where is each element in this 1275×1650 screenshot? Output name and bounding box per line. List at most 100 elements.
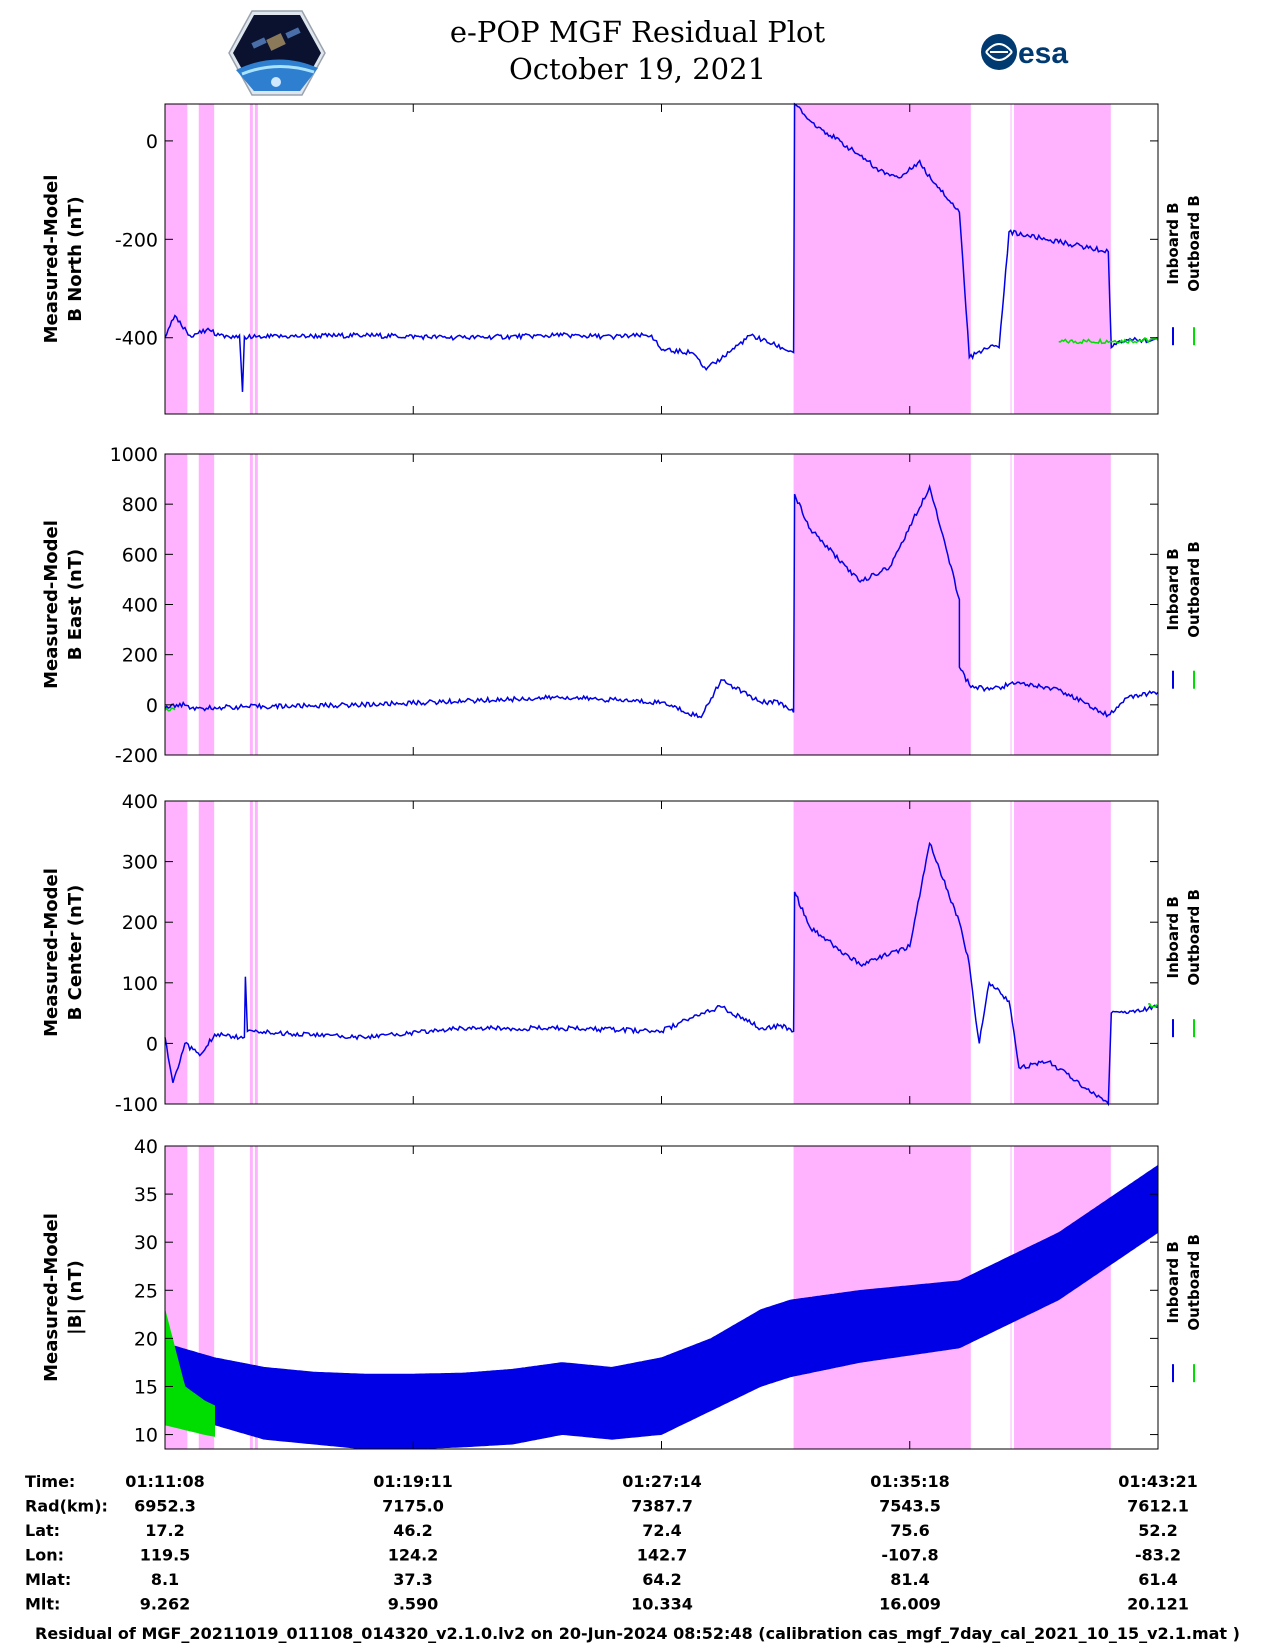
highlight-band-2-4	[254, 454, 258, 755]
ephemeris-value-2-2: 7175.0	[382, 1497, 444, 1516]
ephemeris-label-4: Lon:	[25, 1546, 64, 1565]
axes-frame-1	[164, 103, 1159, 415]
ephemeris-value-2-1: 6952.3	[134, 1497, 196, 1516]
footer-caption: Residual of MGF_20211019_011108_014320_v…	[35, 1624, 1240, 1643]
title-line-1: e-POP MGF Residual Plot	[449, 15, 826, 49]
ylabel-3-line-1: Measured-Model	[41, 868, 62, 1037]
highlight-band-2-3	[249, 454, 253, 755]
ephemeris-label-5: Mlat:	[25, 1570, 71, 1589]
ylabel-3-line-2: B Center (nT)	[65, 885, 86, 1021]
legend-inboard-label-4: Inboard B	[1164, 1241, 1182, 1323]
ephemeris-value-1-1: 01:11:08	[125, 1472, 205, 1491]
ephemeris-value-3-3: 72.4	[642, 1521, 681, 1540]
ytick-label-4-7: 10	[134, 1425, 158, 1447]
highlight-band-1-7	[1014, 104, 1111, 414]
ephemeris-label-6: Mlt:	[25, 1595, 60, 1614]
highlight-band-4-3	[249, 1146, 253, 1449]
series-inboard-panel-3	[164, 841, 1159, 1107]
highlight-band-2-5	[793, 454, 971, 755]
ytick-label-1-2: -200	[115, 229, 158, 251]
legend-outboard-label-2: Outboard B	[1185, 541, 1203, 638]
ephemeris-value-3-4: 75.6	[890, 1521, 929, 1540]
ytick-label-4-3: 30	[134, 1232, 158, 1254]
ytick-label-1-1: 0	[146, 131, 158, 153]
ytick-label-2-1: 1000	[110, 444, 158, 466]
highlight-band-2-2	[198, 454, 215, 755]
series-inboard-panel-1	[164, 102, 1159, 392]
ytick-label-4-6: 15	[134, 1376, 158, 1398]
highlight-band-1-3	[249, 104, 253, 414]
ephemeris-value-2-4: 7543.5	[879, 1497, 941, 1516]
esa-logo-text: esa	[1018, 37, 1068, 70]
ephemeris-value-3-1: 17.2	[145, 1521, 184, 1540]
ephemeris-label-2: Rad(km):	[25, 1497, 108, 1516]
ylabel-4-line-1: Measured-Model	[41, 1213, 62, 1382]
ephemeris-value-6-3: 10.334	[631, 1595, 693, 1614]
ytick-label-2-2: 800	[122, 494, 158, 516]
series-outboard-panel-3	[1148, 1002, 1159, 1008]
ytick-label-3-4: 100	[122, 973, 158, 995]
ephemeris-value-4-5: -83.2	[1135, 1546, 1181, 1565]
ephemeris-value-6-5: 20.121	[1127, 1595, 1189, 1614]
ephemeris-label-1: Time:	[25, 1472, 75, 1491]
ytick-label-3-3: 200	[122, 912, 158, 934]
ephemeris-value-5-1: 8.1	[151, 1570, 179, 1589]
highlight-band-2-6	[1010, 454, 1012, 755]
highlight-band-1-1	[165, 104, 188, 414]
ytick-label-2-4: 400	[122, 595, 158, 617]
ylabel-1-line-2: B North (nT)	[65, 196, 86, 322]
ytick-label-4-2: 35	[134, 1184, 158, 1206]
highlight-band-1-5	[793, 104, 971, 414]
axes-frame-2	[164, 453, 1159, 756]
legend-inboard-label-2: Inboard B	[1164, 548, 1182, 630]
ephemeris-value-5-4: 81.4	[890, 1570, 929, 1589]
ephemeris-value-3-2: 46.2	[393, 1521, 432, 1540]
highlight-band-3-4	[254, 801, 258, 1104]
ytick-label-4-5: 20	[134, 1328, 158, 1350]
series-outboard-panel-2	[164, 707, 176, 712]
ytick-label-2-5: 200	[122, 645, 158, 667]
ytick-label-3-6: -100	[115, 1094, 158, 1116]
legend-outboard-label-3: Outboard B	[1185, 889, 1203, 986]
highlight-band-3-6	[1010, 801, 1012, 1104]
ephemeris-value-5-2: 37.3	[393, 1570, 432, 1589]
ytick-label-3-5: 0	[146, 1033, 158, 1055]
esa-logo-icon: esa	[981, 34, 1068, 70]
ephemeris-value-4-2: 124.2	[388, 1546, 439, 1565]
ytick-label-4-4: 25	[134, 1280, 158, 1302]
legend-outboard-label-4: Outboard B	[1185, 1234, 1203, 1331]
ytick-label-3-1: 400	[122, 791, 158, 813]
ephemeris-value-3-5: 52.2	[1138, 1521, 1177, 1540]
ephemeris-value-4-3: 142.7	[637, 1546, 688, 1565]
ytick-label-2-3: 600	[122, 544, 158, 566]
axes-frame-3	[164, 800, 1159, 1105]
series-outboard-panel-1	[1058, 337, 1159, 345]
ylabel-2-line-1: Measured-Model	[41, 520, 62, 689]
series-outboard-panel-4	[164, 1309, 215, 1437]
ylabel-4-line-2: |B| (nT)	[65, 1260, 86, 1335]
highlight-band-3-2	[198, 801, 215, 1104]
highlight-band-3-3	[249, 801, 253, 1104]
ephemeris-value-1-4: 01:35:18	[870, 1472, 950, 1491]
series-inboard-panel-4	[164, 1164, 1159, 1450]
legend-inboard-label-1: Inboard B	[1164, 202, 1182, 284]
chart-title: e-POP MGF Residual Plot October 19, 2021	[0, 14, 1275, 88]
ytick-label-4-1: 40	[134, 1136, 158, 1158]
ephemeris-value-5-3: 64.2	[642, 1570, 681, 1589]
ephemeris-value-2-3: 7387.7	[631, 1497, 693, 1516]
ephemeris-value-4-1: 119.5	[140, 1546, 191, 1565]
highlight-band-2-1	[165, 454, 188, 755]
legend-outboard-label-1: Outboard B	[1185, 195, 1203, 292]
ephemeris-value-6-1: 9.262	[140, 1595, 191, 1614]
ylabel-1-line-1: Measured-Model	[41, 175, 62, 344]
ephemeris-value-1-5: 01:43:21	[1118, 1472, 1198, 1491]
highlight-band-2-7	[1014, 454, 1111, 755]
cassiope-logo-icon	[228, 10, 326, 96]
ephemeris-value-1-2: 01:19:11	[373, 1472, 453, 1491]
ephemeris-value-5-5: 61.4	[1138, 1570, 1177, 1589]
ephemeris-value-6-2: 9.590	[388, 1595, 439, 1614]
series-inboard-panel-2	[164, 483, 1159, 719]
ylabel-2-line-2: B East (nT)	[65, 549, 86, 661]
highlight-band-3-7	[1014, 801, 1111, 1104]
